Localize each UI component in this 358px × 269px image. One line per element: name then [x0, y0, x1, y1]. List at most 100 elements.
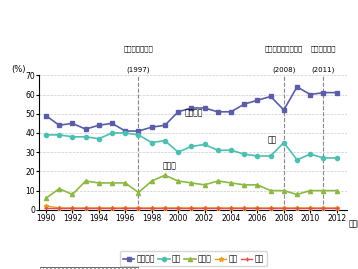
北米 [321, 206, 326, 210]
欧州 [83, 206, 88, 210]
現地国内 [70, 122, 74, 125]
アジア [163, 174, 167, 177]
日本 [334, 156, 339, 160]
現地国内 [83, 128, 88, 131]
日本 [216, 149, 220, 152]
アジア [189, 181, 193, 185]
北米 [229, 206, 233, 210]
欧州 [242, 206, 246, 210]
現地国内 [321, 91, 326, 94]
Text: リーマン・ショック: リーマン・ショック [265, 46, 303, 52]
現地国内 [202, 106, 207, 109]
日本 [268, 154, 273, 158]
現地国内 [97, 124, 101, 127]
現地国内 [57, 124, 61, 127]
Text: （年）: （年） [349, 219, 358, 228]
北米 [123, 206, 127, 210]
アジア [44, 197, 48, 200]
欧州 [136, 206, 141, 210]
現地国内 [216, 110, 220, 114]
欧州 [202, 206, 207, 210]
アジア [242, 183, 246, 186]
Legend: 現地国内, 日本, アジア, 北米, 欧州: 現地国内, 日本, アジア, 北米, 欧州 [120, 251, 267, 266]
アジア [83, 179, 88, 183]
日本 [83, 135, 88, 139]
アジア [70, 193, 74, 196]
アジア [202, 183, 207, 186]
アジア [268, 189, 273, 192]
Text: (%): (%) [12, 65, 26, 74]
日本 [110, 131, 114, 134]
北米 [295, 206, 299, 210]
Text: 日本: 日本 [268, 136, 277, 144]
アジア [176, 179, 180, 183]
日本 [136, 133, 141, 136]
欧州 [282, 206, 286, 210]
アジア [123, 181, 127, 185]
Text: (2011): (2011) [312, 66, 335, 73]
日本 [57, 133, 61, 136]
北米 [202, 206, 207, 210]
北米 [282, 206, 286, 210]
北米 [255, 206, 260, 210]
北米 [176, 206, 180, 210]
欧州 [321, 206, 326, 210]
現地国内 [308, 93, 313, 96]
日本 [229, 149, 233, 152]
アジア [136, 191, 141, 194]
現地国内 [268, 95, 273, 98]
現地国内 [229, 110, 233, 114]
北米 [57, 206, 61, 210]
北米 [189, 206, 193, 210]
アジア [334, 189, 339, 192]
現地国内 [176, 110, 180, 114]
Text: 資料：経済産業省「海外事業活動基本調査」から作成。: 資料：経済産業省「海外事業活動基本調査」から作成。 [39, 266, 139, 269]
欧州 [189, 206, 193, 210]
アジア [150, 179, 154, 183]
欧州 [176, 206, 180, 210]
日本 [163, 139, 167, 142]
現地国内 [150, 126, 154, 129]
欧州 [163, 206, 167, 210]
現地国内 [242, 102, 246, 106]
Line: 欧州: 欧州 [44, 206, 339, 210]
北米 [136, 206, 141, 210]
アジア [255, 183, 260, 186]
アジア [97, 181, 101, 185]
Text: (1997): (1997) [127, 66, 150, 73]
日本 [295, 158, 299, 161]
日本 [70, 135, 74, 139]
北米 [110, 206, 114, 210]
欧州 [57, 206, 61, 210]
Text: アジア: アジア [162, 161, 176, 171]
Text: 東日本大鈴災: 東日本大鈴災 [311, 46, 336, 52]
北米 [163, 206, 167, 210]
Line: 日本: 日本 [44, 131, 339, 162]
日本 [242, 153, 246, 156]
日本 [176, 151, 180, 154]
北米 [334, 206, 339, 210]
欧州 [97, 206, 101, 210]
アジア [57, 187, 61, 190]
現地国内 [136, 129, 141, 133]
北米 [44, 204, 48, 208]
北米 [83, 206, 88, 210]
現地国内 [163, 124, 167, 127]
日本 [282, 141, 286, 144]
日本 [150, 141, 154, 144]
アジア [282, 189, 286, 192]
欧州 [44, 206, 48, 210]
日本 [97, 137, 101, 140]
現地国内 [295, 85, 299, 89]
Text: (2008): (2008) [272, 66, 295, 73]
欧州 [334, 206, 339, 210]
欧州 [150, 206, 154, 210]
アジア [308, 189, 313, 192]
欧州 [295, 206, 299, 210]
欧州 [70, 206, 74, 210]
現地国内 [110, 122, 114, 125]
欧州 [229, 206, 233, 210]
日本 [44, 133, 48, 136]
欧州 [123, 206, 127, 210]
現地国内 [189, 106, 193, 109]
